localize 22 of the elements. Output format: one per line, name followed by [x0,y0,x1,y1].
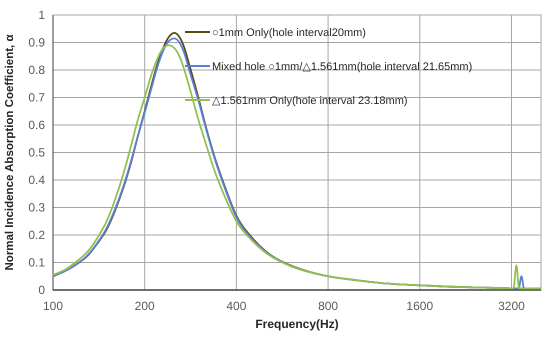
x-tick-label: 3200 [498,299,526,313]
y-tick-label: 0.2 [28,228,46,242]
y-tick-label: 0.4 [28,173,46,188]
x-tick-label: 200 [134,299,156,313]
x-tick-label: 400 [226,299,247,313]
y-tick-label: 0.8 [28,63,46,78]
y-tick-label: 0.9 [28,36,46,50]
legend-label: △1.561mm Only(hole interval 23.18mm) [212,94,408,107]
y-tick-label: 0.6 [28,118,46,132]
y-tick-label: 0.1 [28,256,46,270]
x-tick-label: 1600 [406,299,434,313]
y-tick-label: 0.5 [28,146,46,160]
y-tick-label: 0.3 [28,200,46,215]
y-tick-label: 0.7 [28,90,46,105]
x-axis-title: Frequency(Hz) [255,317,339,331]
x-tick-label: 800 [318,299,338,313]
y-tick-label: 0 [38,283,46,298]
y-axis-title: Normal Incidence Absorption Coefficient, α [4,34,16,271]
legend-label: ○1mm Only(hole interval20mm) [212,26,366,39]
legend-label: Mixed hole ○1mm/△1.561mm(hole interval 21.65mm) [212,60,472,73]
y-tick-label: 1 [38,8,46,22]
x-tick-label: 100 [42,299,64,313]
